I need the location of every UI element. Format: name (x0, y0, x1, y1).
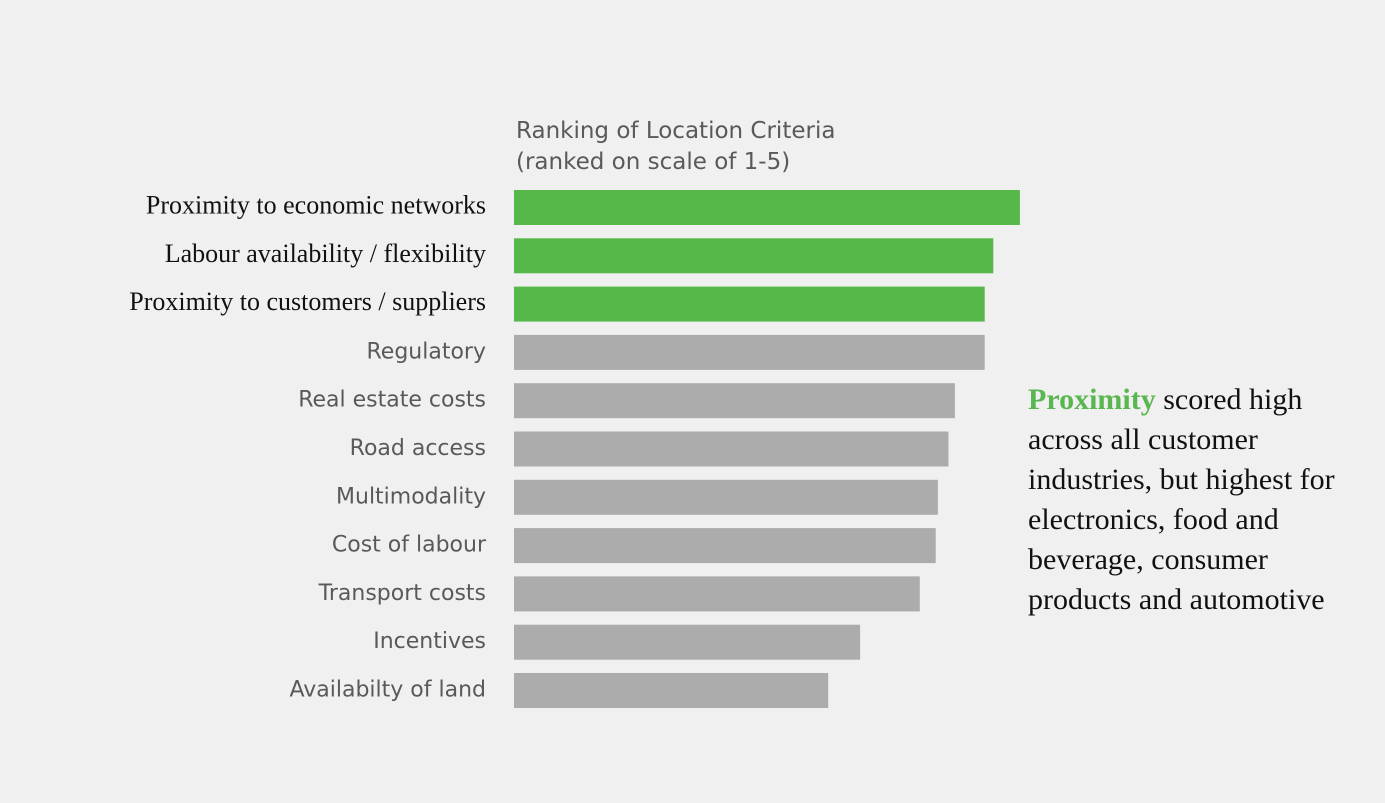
bar-7 (514, 528, 936, 564)
category-label-10: Availabilty of land (290, 678, 487, 703)
bar-6 (514, 479, 938, 515)
note-text: scored high across all customer industri… (1028, 383, 1335, 616)
category-label-0: Proximity to economic networks (146, 190, 486, 219)
category-label-5: Road access (350, 436, 486, 461)
category-label-9: Incentives (373, 629, 486, 654)
bar-10 (514, 673, 829, 708)
bar-3 (514, 334, 985, 370)
category-label-4: Real estate costs (298, 388, 486, 413)
bar-0 (514, 190, 1020, 225)
bar-5 (514, 431, 949, 467)
category-label-3: Regulatory (367, 339, 487, 364)
note-highlight: Proximity (1028, 383, 1156, 416)
category-label-8: Transport costs (318, 581, 486, 606)
bar-8 (514, 576, 920, 612)
category-label-7: Cost of labour (332, 533, 487, 558)
category-label-2: Proximity to customers / suppliers (129, 287, 486, 316)
category-label-6: Multimodality (336, 484, 486, 509)
bar-9 (514, 624, 861, 660)
chart-title-line: Ranking of Location Criteria (516, 118, 836, 144)
category-label-1: Labour availability / flexibility (165, 239, 486, 268)
proximity-note: Proximity scored high across all custome… (1028, 380, 1368, 620)
chart-subtitle: (ranked on scale of 1-5) (516, 149, 791, 175)
chart-title: Ranking of Location Criteria (ranked on … (516, 116, 835, 178)
bar-4 (514, 383, 955, 419)
bar-2 (514, 286, 985, 322)
bar-1 (514, 238, 994, 274)
